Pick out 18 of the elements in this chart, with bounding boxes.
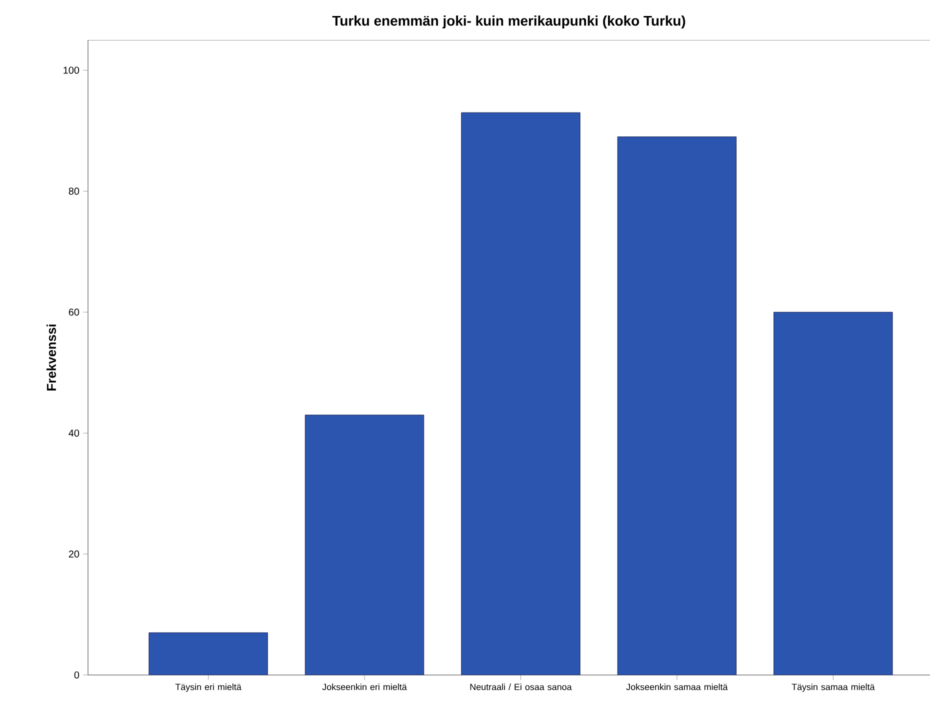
bar	[148, 632, 268, 675]
y-tick-label: 60	[68, 308, 80, 316]
bar	[617, 136, 736, 675]
y-tick-label: 80	[68, 188, 80, 195]
bar	[304, 414, 424, 675]
x-tick-label: Jokseenkin samaa mieltä	[626, 684, 728, 690]
y-tick-label: 20	[68, 550, 80, 558]
x-tick-label: Täysin eri mieltä	[175, 684, 242, 692]
bar	[461, 112, 580, 675]
y-tick-label: 100	[64, 66, 80, 74]
bar	[774, 312, 893, 675]
y-tick-label: 40	[68, 430, 80, 437]
x-tick-label: Neutraali / Ei osaa sanoa	[470, 684, 572, 690]
y-tick-label: 0	[74, 671, 80, 679]
chart-title: Turku enemmän joki- kuin merikaupunki (koko Turku)	[332, 15, 686, 28]
x-tick-label: Jokseenkin eri mieltä	[322, 684, 407, 690]
y-axis-title: Frekvenssi	[46, 324, 56, 390]
x-tick-label: Täysin samaa mieltä	[792, 684, 875, 692]
